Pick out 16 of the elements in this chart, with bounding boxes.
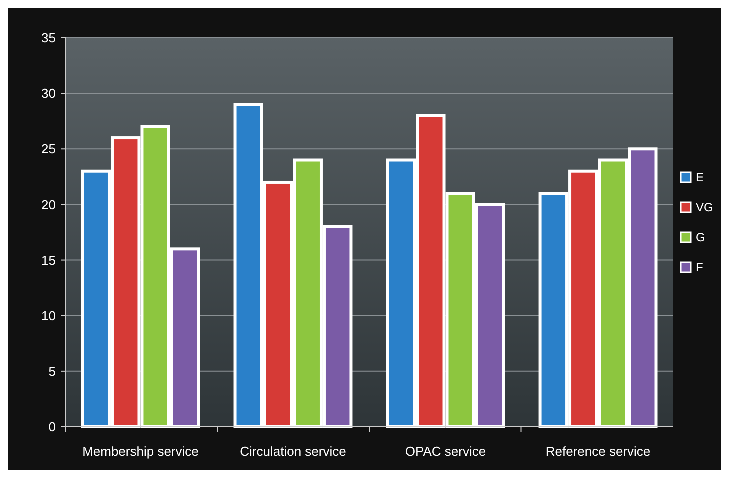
x-tick-label: OPAC service [405, 444, 486, 459]
y-tick-label: 35 [42, 30, 56, 46]
y-tick-label: 10 [42, 308, 56, 324]
y-tick-label: 0 [48, 420, 56, 435]
y-tick-label: 20 [42, 197, 56, 212]
legend-label: VG [696, 200, 714, 215]
y-tick-label: 5 [48, 364, 56, 379]
y-tick-label: 30 [42, 86, 56, 102]
legend-label: F [696, 260, 704, 275]
y-tick-label: 15 [42, 252, 56, 268]
legend-label: G [696, 230, 706, 245]
y-tick-label: 25 [42, 142, 56, 157]
legend-label: E [696, 170, 704, 185]
x-tick-label: Membership service [82, 444, 199, 459]
x-tick-label: Reference service [546, 444, 651, 459]
x-tick-label: Circulation service [240, 444, 346, 459]
